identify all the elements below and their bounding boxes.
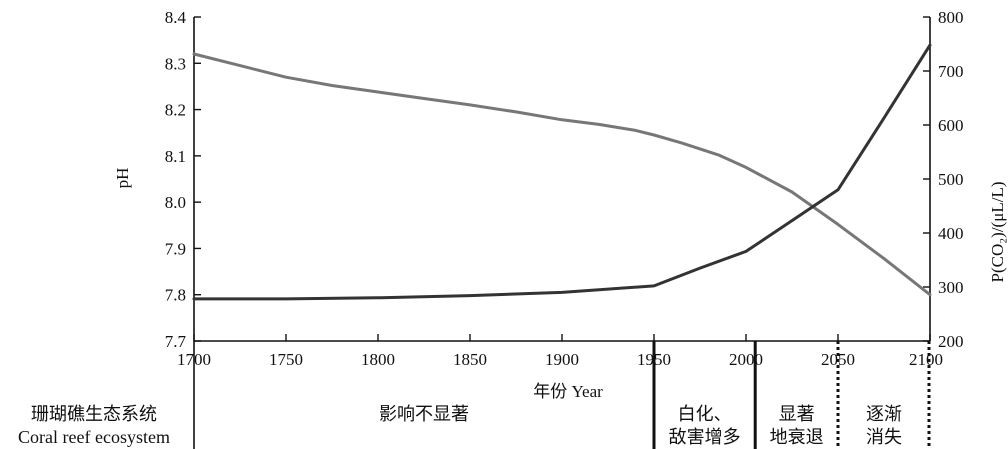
x-tick-label: 1750 [269,350,303,369]
x-tick-label: 1800 [361,350,395,369]
phase-label-line2: 地衰退 [770,427,824,447]
ecosystem-label-en: Coral reef ecosystem [18,427,170,447]
phase-label-line1: 影响不显著 [379,404,469,424]
right-y-axis-label: P(CO₂)/(μL/L) [988,182,1007,283]
left-y-axis-label: pH [113,168,132,189]
x-tick-label: 2000 [729,350,763,369]
x-tick-label: 1900 [545,350,579,369]
right-y-tick-label: 200 [938,332,964,351]
x-tick-label: 2100 [909,350,943,369]
left-y-ticks: 7.7 7.8 7.9 8.0 8.1 8.2 8.3 8.4 [165,8,201,351]
phase-label-line2: 消失 [866,427,902,447]
x-ticks: 170017501800185019001950200020502100 [177,334,943,369]
left-y-tick-label: 8.4 [165,8,187,27]
left-y-tick-label: 7.9 [165,239,186,258]
co2-series-line [192,43,932,301]
left-y-tick-label: 8.2 [165,101,186,120]
phase-label-line2: 敌害增多 [669,427,741,447]
series-lines [192,43,932,301]
x-axis-label: 年份 Year [533,382,603,401]
right-y-ticks: 200 300 400 500 600 700 800 [923,8,964,351]
x-tick-label: 1850 [453,350,487,369]
ph-series-line [192,52,932,297]
left-y-tick-label: 7.8 [165,286,186,305]
phase-label-line1: 白化、 [678,404,732,424]
right-y-tick-label: 400 [938,224,964,243]
left-y-tick-label: 8.1 [165,147,186,166]
right-y-tick-label: 800 [938,8,964,27]
phase-dividers [193,341,931,449]
right-y-tick-label: 600 [938,116,964,135]
phase-label-line1: 显著 [779,404,815,424]
left-y-tick-label: 8.0 [165,193,186,212]
right-y-tick-label: 500 [938,170,964,189]
left-y-tick-label: 7.7 [165,332,187,351]
left-y-tick-label: 8.3 [165,54,186,73]
right-y-tick-label: 300 [938,278,964,297]
ecosystem-label-cn: 珊瑚礁生态系统 [31,404,157,424]
phase-label-line1: 逐渐 [866,404,902,424]
right-y-tick-label: 700 [938,62,964,81]
